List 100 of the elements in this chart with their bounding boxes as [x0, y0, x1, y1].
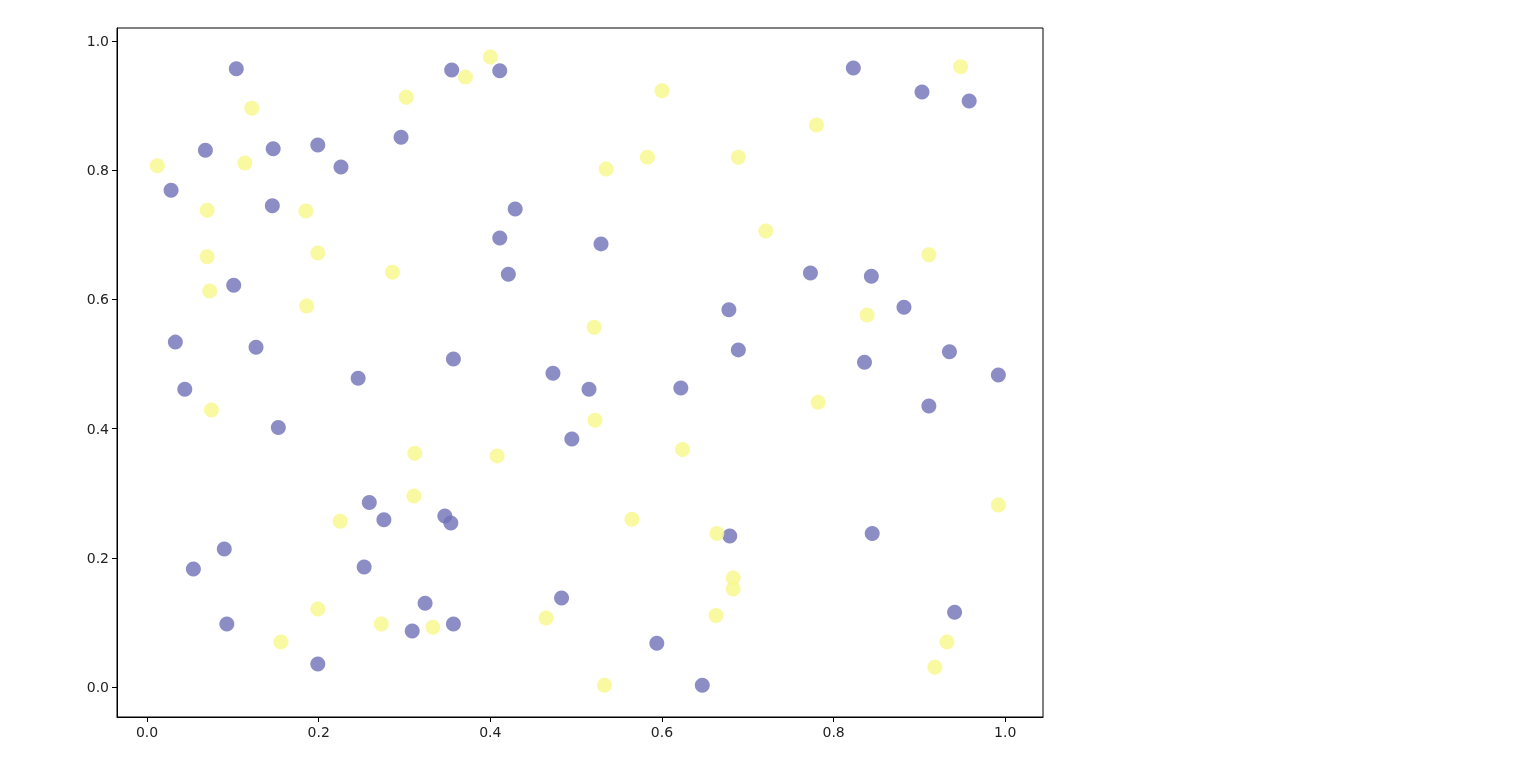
point: [810, 394, 826, 410]
point: [444, 62, 460, 78]
point: [219, 616, 235, 632]
point: [914, 84, 930, 100]
point: [265, 141, 281, 157]
point: [649, 635, 665, 651]
point: [554, 590, 570, 606]
point: [507, 201, 523, 217]
point: [407, 445, 423, 461]
x-tick-label: 0.6: [650, 724, 674, 740]
point: [564, 431, 580, 447]
y-tick-label: 0.2: [86, 550, 109, 566]
point: [385, 264, 400, 280]
point: [310, 601, 326, 617]
y-tick-label: 1.0: [86, 32, 109, 49]
point: [675, 441, 691, 457]
point: [185, 561, 201, 577]
point: [596, 677, 612, 693]
point: [167, 334, 183, 350]
point: [538, 610, 554, 626]
point: [961, 93, 977, 109]
point: [593, 236, 609, 252]
point: [864, 525, 880, 541]
point: [673, 380, 689, 396]
point: [333, 159, 349, 175]
point: [482, 49, 498, 65]
point: [298, 203, 314, 219]
point: [361, 494, 377, 510]
point: [248, 339, 264, 355]
point: [758, 223, 774, 239]
point: [310, 656, 326, 672]
point: [457, 69, 473, 85]
x-tick-label: 0.2: [307, 724, 330, 740]
point: [654, 83, 670, 99]
point: [721, 302, 737, 318]
point: [199, 249, 215, 265]
point: [947, 604, 963, 620]
point: [163, 182, 179, 198]
x-tick-label: 1.0: [994, 724, 1017, 740]
point: [694, 677, 710, 693]
point: [199, 202, 215, 218]
point: [393, 129, 409, 145]
point: [203, 402, 219, 418]
point: [581, 381, 597, 397]
y-tick-label: 0.4: [86, 420, 110, 437]
point: [404, 623, 420, 639]
point: [639, 149, 655, 165]
y-tick-label: 0.0: [86, 679, 109, 696]
point: [310, 137, 326, 153]
point: [398, 89, 414, 105]
point: [299, 298, 315, 314]
point: [722, 528, 738, 544]
point: [808, 117, 824, 133]
point: [149, 158, 165, 174]
point: [921, 247, 937, 263]
point: [310, 245, 326, 261]
point: [709, 525, 725, 541]
point: [586, 319, 602, 335]
point: [725, 581, 741, 597]
point: [202, 283, 218, 299]
point: [237, 155, 253, 171]
point: [264, 198, 280, 214]
y-tick-label: 0.8: [86, 162, 109, 179]
x-tick-label: 0.0: [135, 724, 159, 740]
point: [226, 277, 242, 293]
point: [730, 342, 746, 358]
point: [376, 512, 392, 528]
point: [197, 142, 213, 158]
point: [417, 595, 433, 611]
point: [445, 351, 461, 367]
point: [545, 365, 561, 381]
point: [845, 60, 861, 76]
y-tick-label: 0.6: [86, 291, 110, 308]
point: [500, 266, 516, 282]
point: [730, 149, 746, 165]
x-tick-label: 0.8: [822, 724, 845, 740]
point: [598, 161, 614, 177]
point: [990, 367, 1006, 383]
point: [373, 616, 389, 632]
point: [990, 497, 1006, 513]
point: [953, 59, 969, 75]
point: [857, 354, 872, 370]
point: [941, 344, 957, 360]
point: [492, 63, 508, 79]
point: [859, 307, 875, 323]
point: [270, 419, 286, 435]
point: [445, 616, 461, 632]
point: [921, 398, 937, 414]
point: [406, 488, 422, 504]
point: [927, 659, 943, 675]
point: [708, 608, 724, 624]
point: [443, 515, 459, 531]
point: [356, 559, 372, 575]
point: [273, 634, 289, 650]
point: [244, 100, 260, 116]
point: [228, 61, 244, 77]
point: [216, 541, 232, 557]
point: [624, 511, 640, 527]
point: [425, 619, 441, 635]
point: [332, 513, 348, 529]
